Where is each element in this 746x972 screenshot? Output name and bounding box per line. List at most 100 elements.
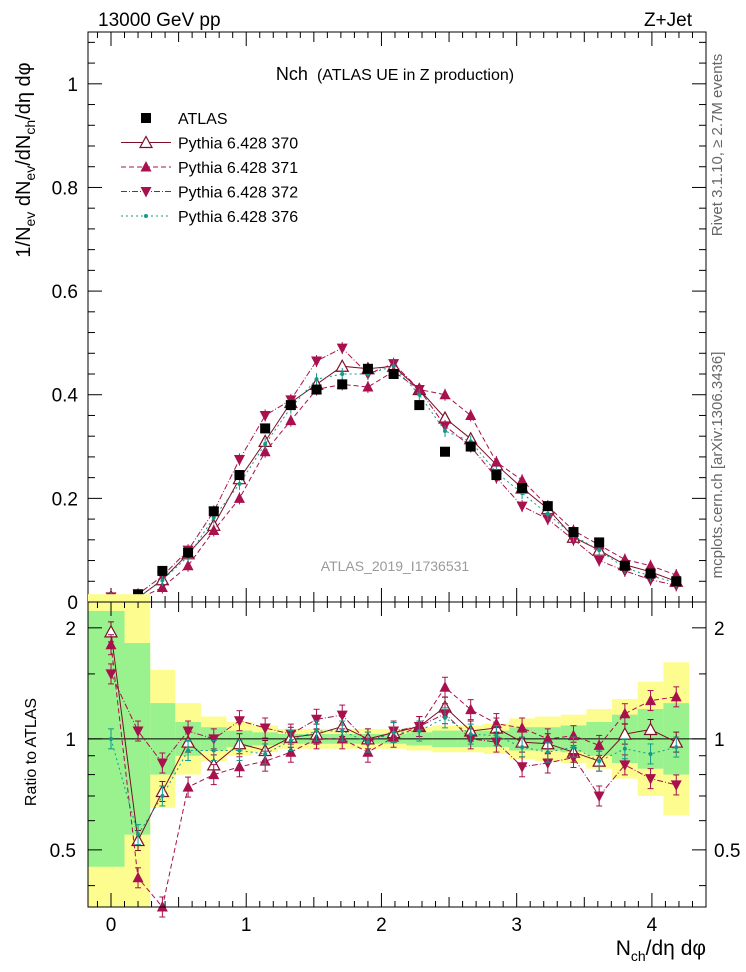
ratio-point-2	[105, 638, 117, 650]
series-point-4	[237, 481, 242, 486]
legend-marker	[140, 161, 152, 172]
atlas-data-point	[542, 501, 553, 512]
series-point-3	[259, 410, 271, 422]
ratio-point-3	[132, 726, 144, 738]
ratio-point-2	[465, 703, 477, 715]
series-point-3	[516, 501, 528, 513]
x-axis-label: Nch/dη dφ	[616, 937, 706, 964]
x-tick-label: 4	[647, 915, 658, 936]
main-y-axis-label: 1/Nev dNev/dNch/dη dφ	[13, 62, 38, 257]
ratio-y-tick-label-right: 1	[714, 730, 725, 751]
main-panel: 0 0.2 0.4 0.6 0.8 1	[52, 31, 707, 614]
legend-marker	[144, 214, 148, 218]
series-point-3	[311, 356, 323, 368]
atlas-data-point	[183, 547, 194, 558]
legend-entry: ATLAS	[141, 111, 228, 128]
ratio-point-4	[160, 793, 165, 798]
ratio-line-2	[110, 644, 677, 909]
series-point-3	[336, 343, 348, 355]
ratio-point-3	[516, 762, 528, 773]
series-point-2	[208, 524, 220, 535]
ratio-point-4	[365, 740, 370, 745]
ratio-panel: 0.5 0.5 1 1 2 2 0 1 2 3 4	[50, 594, 740, 936]
atlas-data-point	[260, 423, 271, 434]
ratio-frame	[87, 601, 707, 908]
ratio-point-4	[314, 729, 319, 734]
series-point-4	[391, 364, 396, 369]
ratio-point-2	[233, 760, 245, 772]
series-point-2	[285, 414, 297, 426]
ratio-point-3	[619, 760, 631, 771]
atlas-data-point	[517, 483, 528, 493]
legend-label: Pythia 6.428 376	[178, 209, 298, 226]
ratio-point-3	[259, 723, 271, 735]
ratio-point-1	[643, 722, 658, 736]
series-point-4	[160, 578, 165, 583]
series-point-4	[443, 429, 448, 433]
x-tick-label: 0	[106, 915, 117, 936]
atlas-data-point	[440, 446, 451, 457]
series-point-4	[417, 392, 422, 397]
series-point-2	[490, 456, 502, 467]
header-right: Z+Jet	[644, 10, 693, 31]
ratio-point-4	[340, 729, 345, 734]
ratio-point-3	[542, 758, 554, 770]
series-point-2	[259, 445, 271, 457]
legend-entry: Pythia 6.428 370	[121, 135, 298, 153]
main-y-tick-label: 0.8	[52, 178, 78, 199]
ratio-point-2	[156, 901, 168, 912]
x-tick-label: 2	[376, 915, 387, 936]
legend-entry: Pythia 6.428 371	[121, 160, 298, 177]
ratio-point-2	[670, 690, 682, 702]
analysis-watermark: ATLAS_2019_I1736531	[321, 558, 470, 574]
ratio-point-3	[593, 791, 605, 802]
legend-marker	[138, 135, 154, 149]
series-point-2	[182, 559, 194, 571]
atlas-data-point	[619, 560, 630, 571]
ratio-y-axis-label: Ratio to ATLAS	[23, 698, 40, 806]
legend: ATLAS Pythia 6.428 370 Pythia 6.428 371 Pyt…	[121, 111, 298, 226]
side-label-rivet: Rivet 3.1.10, ≥ 2.7M events	[709, 54, 726, 237]
ratio-point-2	[182, 781, 194, 792]
legend-marker	[140, 187, 152, 198]
atlas-data-point	[208, 506, 219, 517]
plot-title-desc: (ATLAS UE in Z production)	[317, 67, 514, 84]
series-point-2	[156, 581, 168, 592]
ratio-point-4	[622, 746, 627, 751]
series-point-2	[516, 474, 528, 485]
ratio-point-2	[208, 768, 220, 780]
series-point-2	[465, 409, 477, 420]
series-point-3	[233, 455, 245, 466]
main-y-tick-label: 1	[67, 75, 78, 96]
atlas-data-point	[362, 363, 373, 374]
header-left: 13000 GeV pp	[98, 10, 221, 31]
series-point-4	[340, 372, 345, 376]
ratio-y-tick-label-right: 0.5	[714, 841, 740, 862]
ratio-point-3	[567, 753, 579, 764]
legend-label: Pythia 6.428 371	[178, 160, 298, 177]
ratio-point-2	[542, 732, 554, 744]
atlas-data-point	[285, 400, 296, 411]
ratio-point-4	[468, 732, 473, 737]
ratio-y-tick-label: 1	[65, 730, 76, 751]
series-point-4	[263, 441, 268, 446]
ratio-y-tick-label-right: 2	[714, 619, 725, 640]
ratio-y-tick-label: 0.5	[50, 841, 76, 862]
ratio-point-4	[263, 751, 268, 756]
atlas-data-point	[157, 565, 168, 576]
ratio-point-4	[648, 751, 653, 756]
atlas-data-point	[491, 470, 502, 481]
atlas-data-point	[311, 384, 322, 395]
ratio-point-4	[494, 733, 499, 738]
main-y-tick-label: 0.4	[52, 386, 79, 407]
atlas-data-point	[568, 527, 579, 538]
atlas-data-point	[414, 400, 425, 411]
ratio-point-4	[186, 748, 191, 753]
ratio-point-2	[593, 739, 605, 750]
x-tick-label: 1	[241, 915, 252, 936]
atlas-data-point	[388, 369, 399, 379]
side-label-mcplots: mcplots.cern.ch [arXiv:1306.3436]	[709, 352, 726, 579]
ratio-point-3	[156, 758, 168, 770]
atlas-data-point	[645, 568, 656, 579]
atlas-data-point	[594, 537, 605, 548]
